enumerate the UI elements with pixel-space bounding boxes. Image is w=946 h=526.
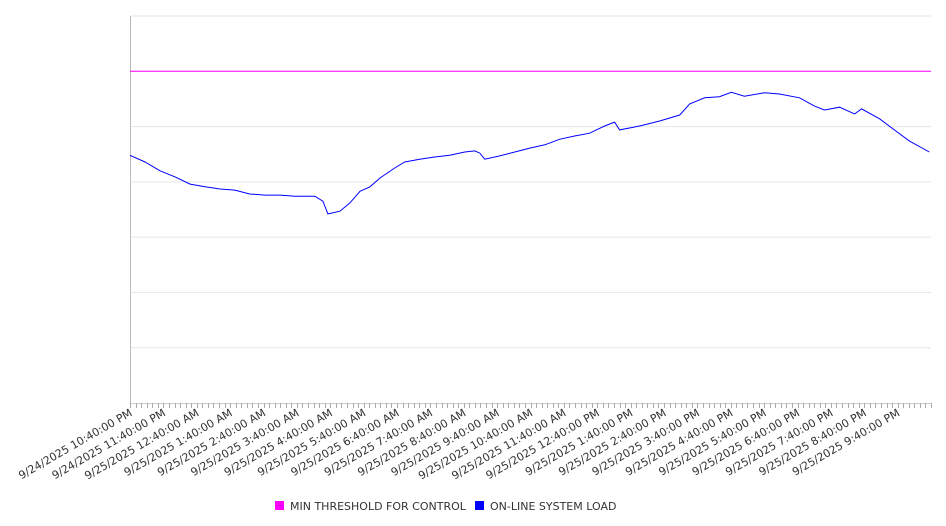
legend-label-threshold: MIN THRESHOLD FOR CONTROL [290, 500, 467, 513]
legend-swatch-load [475, 501, 484, 510]
series-lines [129, 70, 931, 215]
system-load-line [129, 91, 930, 215]
legend: MIN THRESHOLD FOR CONTROL ON-LINE SYSTEM… [275, 500, 616, 513]
axes [130, 16, 931, 404]
legend-swatch-threshold [275, 501, 284, 510]
gridlines [130, 15, 931, 349]
x-axis-tick-labels: 9/24/2025 10:40:00 PM9/24/2025 11:40:00 … [16, 406, 902, 482]
legend-label-load: ON-LINE SYSTEM LOAD [490, 500, 616, 513]
x-axis-ticks [130, 403, 932, 408]
